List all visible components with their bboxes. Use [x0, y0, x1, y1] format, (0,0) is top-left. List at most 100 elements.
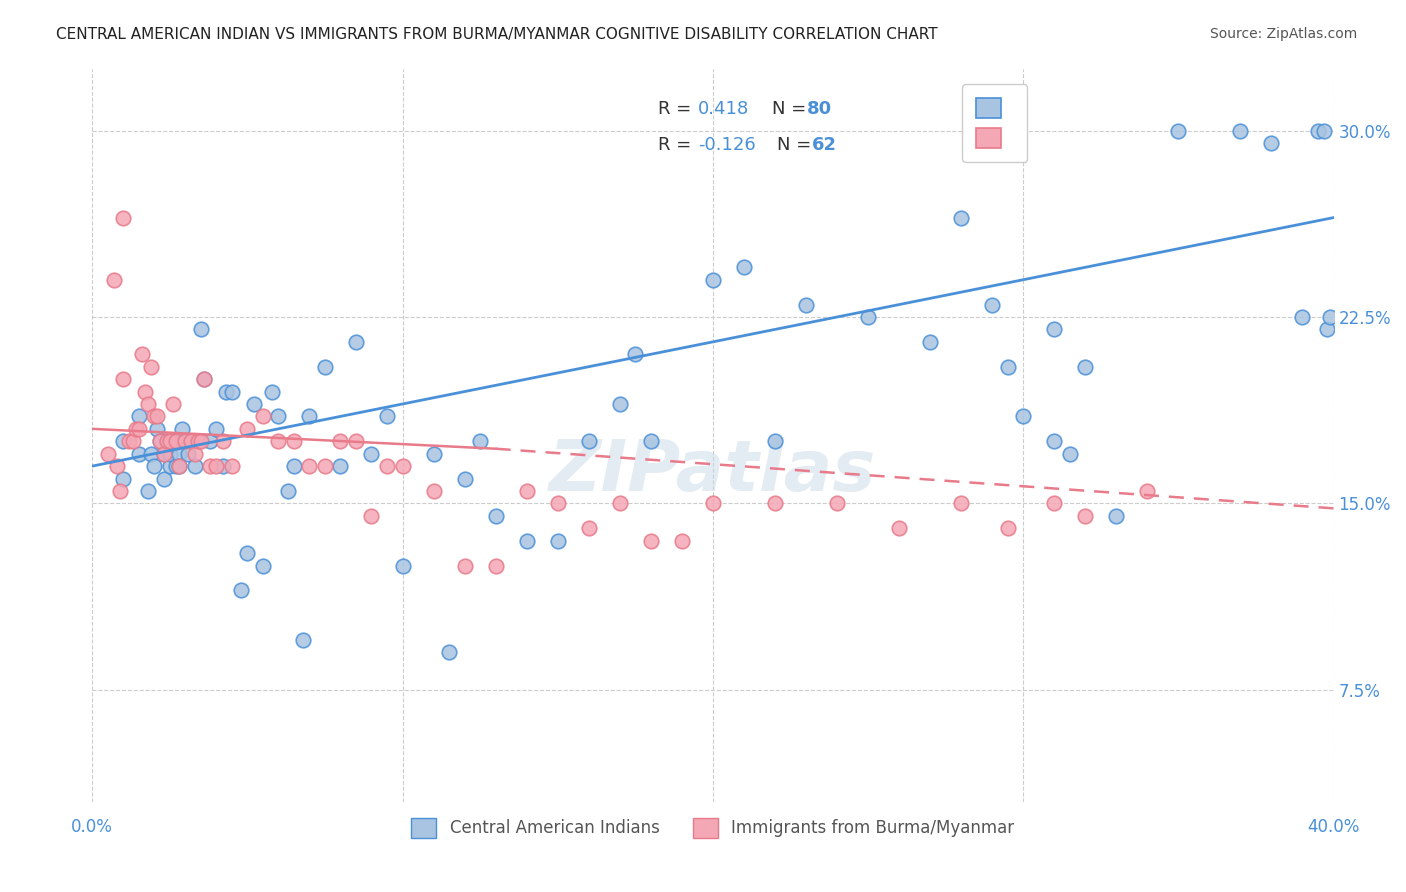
Point: [997, 521, 1019, 535]
Point: [162, 397, 184, 411]
Point: [136, 483, 159, 498]
Point: [121, 434, 143, 449]
Point: [391, 558, 413, 573]
Point: [1260, 136, 1282, 150]
Point: [609, 496, 631, 510]
Point: [1074, 508, 1097, 523]
Point: [733, 260, 755, 275]
Point: [198, 434, 221, 449]
Point: [165, 434, 187, 449]
Point: [329, 434, 352, 449]
Point: [252, 558, 274, 573]
Point: [190, 434, 212, 449]
Point: [267, 434, 290, 449]
Point: [1313, 123, 1336, 137]
Point: [671, 533, 693, 548]
Text: CENTRAL AMERICAN INDIAN VS IMMIGRANTS FROM BURMA/MYANMAR COGNITIVE DISABILITY CO: CENTRAL AMERICAN INDIAN VS IMMIGRANTS FR…: [56, 27, 938, 42]
Point: [180, 434, 202, 449]
Point: [165, 459, 187, 474]
Point: [112, 434, 135, 449]
Point: [128, 409, 150, 424]
Point: [198, 459, 221, 474]
Point: [221, 459, 243, 474]
Point: [167, 459, 190, 474]
Text: R =: R =: [658, 136, 697, 154]
Point: [156, 434, 179, 449]
Point: [221, 384, 243, 399]
Text: Source: ZipAtlas.com: Source: ZipAtlas.com: [1209, 27, 1357, 41]
Point: [1316, 322, 1339, 336]
Point: [702, 496, 724, 510]
Point: [344, 334, 367, 349]
Point: [242, 397, 264, 411]
Text: N =: N =: [772, 100, 813, 118]
Point: [97, 447, 120, 461]
Text: 62: 62: [813, 136, 837, 154]
Point: [375, 409, 398, 424]
Point: [139, 447, 162, 461]
Text: -0.126: -0.126: [697, 136, 755, 154]
Point: [1012, 409, 1035, 424]
Point: [183, 459, 205, 474]
Point: [950, 211, 973, 225]
Point: [298, 459, 321, 474]
Point: [231, 583, 253, 598]
Point: [174, 434, 197, 449]
Point: [134, 384, 156, 399]
Point: [236, 422, 259, 436]
Point: [177, 447, 200, 461]
Point: [950, 496, 973, 510]
Point: [205, 422, 228, 436]
Point: [1074, 359, 1097, 374]
Point: [211, 459, 233, 474]
Text: 0.0%: 0.0%: [72, 818, 112, 836]
Point: [360, 447, 382, 461]
Point: [149, 434, 172, 449]
Point: [298, 409, 321, 424]
Point: [211, 434, 233, 449]
Point: [143, 459, 166, 474]
Point: [143, 409, 166, 424]
Point: [292, 633, 315, 648]
Point: [422, 447, 444, 461]
Point: [360, 508, 382, 523]
Point: [180, 434, 202, 449]
Point: [794, 297, 817, 311]
Point: [314, 459, 336, 474]
Point: [159, 447, 181, 461]
Point: [167, 459, 190, 474]
Point: [187, 434, 209, 449]
Point: [190, 322, 212, 336]
Point: [277, 483, 299, 498]
Point: [152, 447, 174, 461]
Point: [437, 645, 460, 659]
Point: [516, 483, 538, 498]
Point: [128, 422, 150, 436]
Point: [112, 211, 135, 225]
Point: [1306, 123, 1329, 137]
Point: [375, 459, 398, 474]
Point: [578, 521, 600, 535]
Point: [484, 558, 506, 573]
Point: [314, 359, 336, 374]
Point: [112, 471, 135, 485]
Point: [547, 533, 569, 548]
Point: [391, 459, 413, 474]
Point: [887, 521, 910, 535]
Point: [1043, 322, 1066, 336]
Point: [193, 372, 215, 386]
Point: [453, 558, 475, 573]
Point: [624, 347, 647, 361]
Point: [236, 546, 259, 560]
Point: [763, 434, 786, 449]
Point: [997, 359, 1019, 374]
Point: [1167, 123, 1189, 137]
Point: [1043, 434, 1066, 449]
Point: [640, 434, 662, 449]
Point: [159, 459, 181, 474]
Point: [516, 533, 538, 548]
Point: [146, 409, 169, 424]
Point: [1291, 310, 1313, 324]
Point: [1229, 123, 1251, 137]
Text: 40.0%: 40.0%: [1308, 818, 1360, 836]
